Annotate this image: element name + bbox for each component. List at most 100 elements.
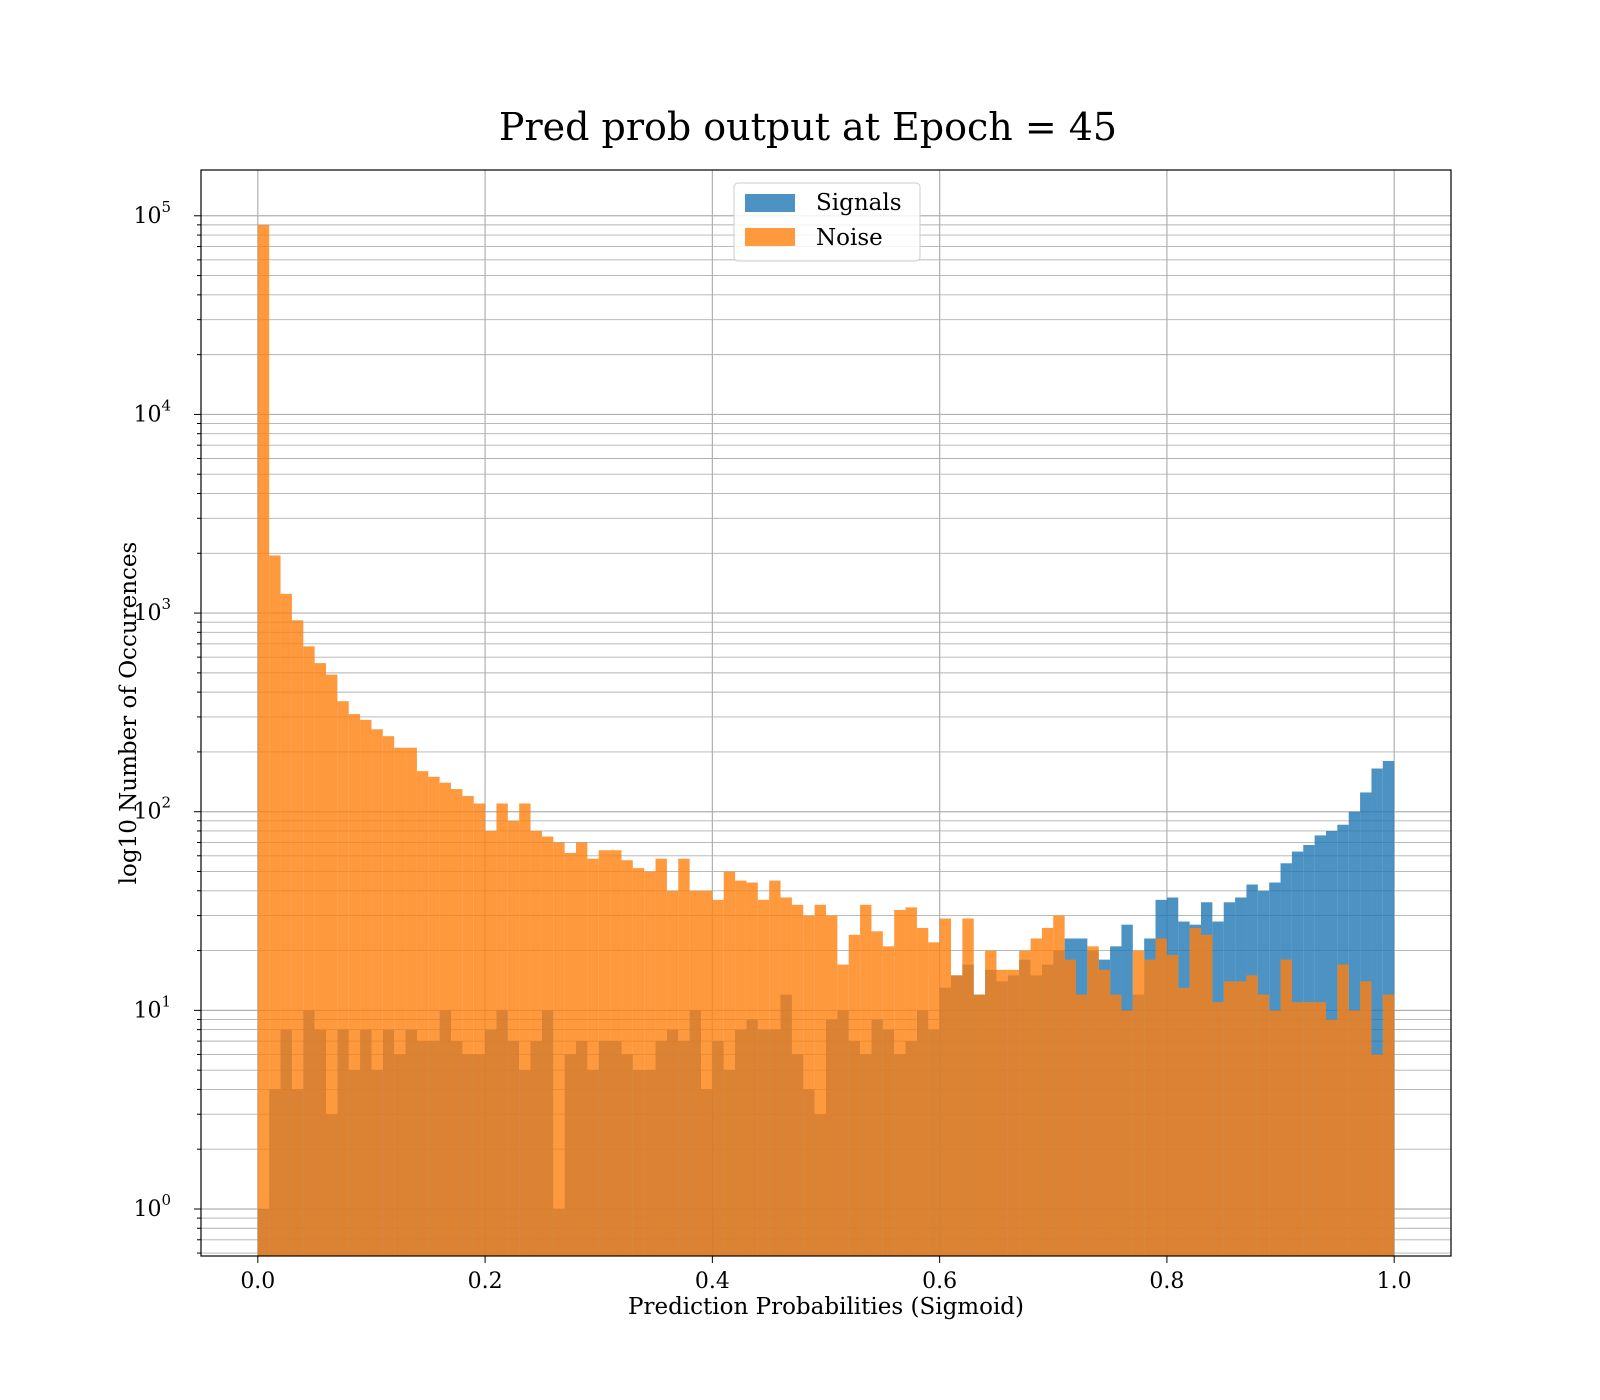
noise-bar <box>394 747 406 1256</box>
noise-bar <box>1360 981 1372 1256</box>
noise-bar <box>1064 959 1076 1256</box>
noise-bar <box>416 771 429 1256</box>
noise-bar <box>1382 994 1395 1256</box>
noise-bar <box>769 880 781 1256</box>
noise-bar <box>439 782 451 1256</box>
noise-bar <box>1212 1002 1224 1256</box>
noise-bar <box>1280 959 1292 1256</box>
noise-bar <box>314 663 326 1256</box>
noise-bar <box>860 904 872 1256</box>
noise-bar <box>1166 954 1179 1256</box>
legend-swatch-signals <box>745 194 795 212</box>
noise-bar <box>928 942 940 1256</box>
noise-bar <box>1337 964 1349 1256</box>
noise-bar <box>996 969 1008 1256</box>
noise-bar <box>1110 994 1122 1256</box>
chart-title: Pred prob output at Epoch = 45 <box>499 105 1117 149</box>
noise-bar <box>291 620 304 1256</box>
x-tick-label: 0.2 <box>468 1269 503 1294</box>
noise-bar <box>689 890 701 1256</box>
y-tick-label: 104 <box>133 396 171 427</box>
x-tick-label: 1.0 <box>1377 1269 1412 1294</box>
noise-bar <box>462 795 474 1256</box>
legend-label-signals: Signals <box>816 190 902 216</box>
noise-bar <box>1189 927 1201 1256</box>
noise-bar <box>1132 950 1145 1256</box>
noise-bar <box>303 646 315 1256</box>
noise-bar <box>1030 938 1042 1256</box>
noise-bar <box>621 860 633 1256</box>
noise-bar <box>916 927 929 1256</box>
legend-swatch-noise <box>745 228 795 246</box>
noise-bar <box>701 890 713 1256</box>
noise-bar <box>894 910 906 1256</box>
noise-bar <box>473 803 486 1256</box>
noise-bar <box>985 950 997 1256</box>
x-tick-label: 0.6 <box>922 1269 957 1294</box>
noise-bar <box>837 964 849 1256</box>
noise-bar <box>1291 1002 1304 1256</box>
noise-bar <box>530 830 542 1256</box>
noise-bar <box>780 897 792 1256</box>
noise-bar <box>428 776 440 1256</box>
noise-bar <box>848 934 861 1256</box>
y-axis-label: log10 Number of Occurences <box>116 542 142 885</box>
x-tick-label: 0.0 <box>240 1269 275 1294</box>
noise-bar <box>1155 938 1167 1256</box>
noise-bar <box>746 882 758 1256</box>
noise-bar <box>451 789 463 1256</box>
noise-bar <box>905 907 917 1256</box>
noise-bar <box>1076 994 1088 1256</box>
noise-bar <box>541 836 554 1256</box>
y-tick-label: 101 <box>133 992 171 1023</box>
noise-bar <box>1201 934 1213 1256</box>
noise-bar <box>723 871 736 1256</box>
legend-label-noise: Noise <box>816 225 883 251</box>
y-tick-label: 103 <box>133 595 171 626</box>
noise-bar <box>973 994 986 1256</box>
legend: Signals Noise <box>733 182 921 262</box>
noise-bar <box>564 852 576 1256</box>
noise-bar <box>280 593 292 1256</box>
noise-bar <box>1246 975 1258 1256</box>
noise-bar <box>371 729 383 1256</box>
noise-bar <box>1053 915 1065 1256</box>
x-axis-label: Prediction Probabilities (Sigmoid) <box>628 1294 1024 1320</box>
noise-bar <box>1371 1054 1383 1256</box>
noise-bar <box>1269 1010 1281 1256</box>
noise-bar <box>519 803 531 1256</box>
x-axis-ticks: 0.0 0.2 0.4 0.6 0.8 1.0 <box>240 1256 1412 1294</box>
noise-bar <box>576 842 588 1256</box>
noise-bars <box>257 224 1395 1257</box>
noise-bar <box>610 850 622 1256</box>
noise-bar <box>882 946 895 1256</box>
noise-bar <box>405 747 417 1256</box>
noise-bar <box>553 842 565 1256</box>
noise-bar <box>1223 981 1236 1256</box>
noise-bar <box>1041 927 1054 1256</box>
noise-bar <box>712 899 724 1256</box>
noise-bar <box>1121 1010 1133 1256</box>
x-tick-label: 0.8 <box>1149 1269 1184 1294</box>
noise-bar <box>757 899 770 1256</box>
noise-bar <box>1144 959 1156 1256</box>
y-tick-label: 105 <box>133 198 171 229</box>
noise-bar <box>644 871 656 1256</box>
noise-bar <box>337 701 349 1256</box>
noise-bar <box>1178 987 1190 1256</box>
noise-bar <box>735 880 747 1256</box>
noise-bar <box>962 918 974 1256</box>
noise-bar <box>1235 981 1247 1256</box>
plot-frame <box>200 169 1452 1257</box>
noise-bar <box>632 868 645 1256</box>
noise-bar <box>666 890 679 1256</box>
noise-bar <box>257 224 270 1257</box>
signals-bar <box>1371 768 1383 1256</box>
noise-bar <box>814 904 826 1256</box>
noise-bar <box>803 915 815 1256</box>
noise-bar <box>1007 969 1020 1256</box>
noise-bar <box>1019 950 1031 1256</box>
noise-bar <box>1098 969 1111 1256</box>
